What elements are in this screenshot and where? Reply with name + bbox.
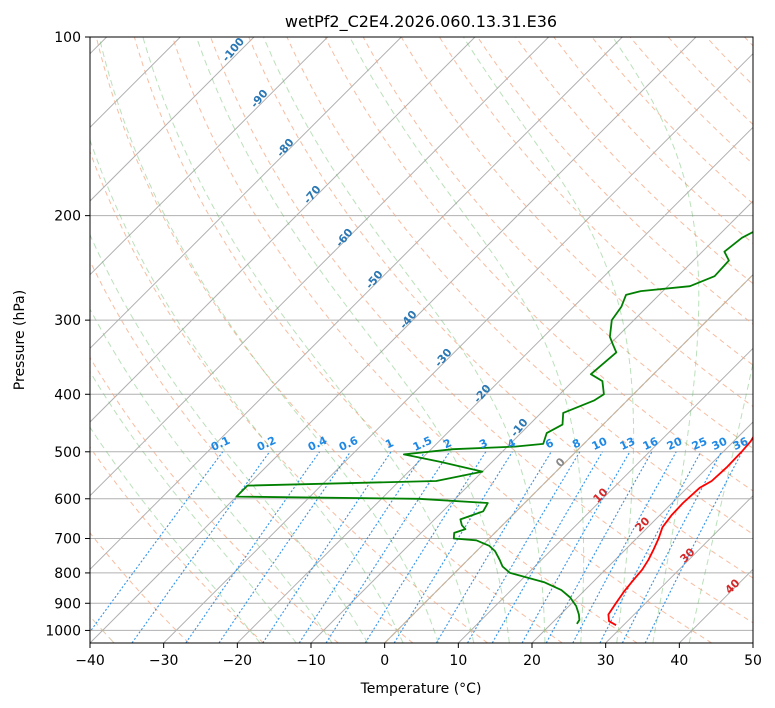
x-tick-label: −20 [223, 653, 253, 669]
moist-adiabat [195, 37, 510, 643]
x-tick-label: 0 [380, 653, 389, 669]
moist-adiabat [263, 37, 546, 643]
dry-adiabat [248, 37, 753, 579]
y-tick-label: 600 [54, 492, 81, 508]
mixing-ratio-label: 20 [665, 435, 685, 453]
dry-adiabat [90, 532, 190, 643]
dry-adiabat [133, 37, 638, 643]
dry-adiabat [286, 37, 753, 535]
isotherm-gridline [90, 37, 329, 276]
x-tick-label: −30 [149, 653, 179, 669]
mixing-ratio-label: 25 [690, 435, 709, 453]
mixing-ratio-line [185, 451, 321, 643]
dry-adiabat [400, 37, 753, 408]
mixing-ratio-line [90, 451, 224, 633]
mixing-ratio-line [364, 451, 487, 643]
dry-adiabat [210, 37, 753, 624]
y-tick-label: 300 [54, 313, 81, 329]
y-tick-label: 800 [54, 566, 81, 582]
moist-adiabat [462, 37, 635, 643]
isotherm-gridline [457, 347, 753, 643]
mixing-ratio-label: 10 [590, 435, 610, 453]
isotherm-gridline [90, 37, 697, 643]
x-axis-label: Temperature (°C) [360, 681, 482, 697]
dry-adiabat [324, 37, 753, 492]
x-tick-label: 40 [670, 653, 688, 669]
y-tick-label: 200 [54, 209, 81, 225]
moist-adiabat [688, 360, 753, 643]
dry-adiabat [90, 260, 414, 643]
dry-adiabat [362, 37, 753, 450]
moist-adiabat [90, 308, 333, 643]
mixing-ratio-label: 16 [641, 435, 661, 453]
mixing-ratio-line [521, 451, 631, 643]
mixing-ratio-line [325, 451, 451, 643]
y-tick-label: 700 [54, 532, 81, 548]
mixing-ratio-line [435, 451, 552, 643]
moist-adiabat [349, 37, 585, 643]
mixing-ratio-label: 13 [618, 435, 637, 453]
isotherm-gridline [163, 52, 753, 643]
y-tick-label: 900 [54, 596, 81, 612]
plot-area [90, 37, 753, 643]
isotherm-gridline [90, 37, 476, 423]
dry-adiabat [95, 37, 563, 643]
y-tick-label: 100 [54, 30, 81, 46]
isotherm-gridline [90, 37, 402, 350]
y-tick-label: 1000 [45, 623, 81, 639]
moist-adiabat [142, 37, 475, 643]
isotherm-gridline [90, 37, 623, 571]
mixing-ratio-line [393, 451, 513, 643]
mixing-ratio-line [491, 451, 603, 643]
mixing-ratio-line [545, 451, 653, 643]
dry-adiabat [438, 37, 753, 366]
dewpoint-trace [235, 230, 753, 625]
moist-adiabat [90, 426, 261, 643]
moist-adiabat [612, 37, 700, 643]
x-tick-label: 50 [744, 653, 762, 669]
isotherm-gridline [90, 37, 255, 202]
plot-frame [89, 36, 754, 644]
mixing-ratio-line [131, 451, 271, 643]
isotherm-gridline [531, 421, 753, 643]
isotherm-gridline [90, 37, 550, 497]
isotherm-gridline [605, 494, 753, 643]
x-tick-label: 20 [523, 653, 541, 669]
dry-adiabat [90, 356, 339, 643]
isotherm-gridline [236, 126, 753, 643]
mixing-ratio-line [467, 451, 581, 643]
mixing-ratio-line [572, 451, 677, 643]
moist-adiabat [90, 370, 297, 643]
moist-adiabat [98, 37, 439, 643]
y-axis-label: Pressure (hPa) [12, 290, 28, 390]
y-tick-label: 500 [54, 445, 81, 461]
moist-adiabat [90, 233, 369, 643]
freezing-isotherm [384, 273, 753, 643]
mixing-ratio-label: 30 [710, 435, 730, 453]
mixing-ratio-line [298, 451, 426, 643]
chart-title: wetPf2_C2E4.2026.060.13.31.E36 [285, 12, 557, 32]
y-tick-label: 400 [54, 387, 81, 403]
moist-adiabat [90, 138, 404, 643]
mixing-ratio-label: 36 [731, 435, 751, 453]
temperature-trace [607, 435, 753, 626]
x-tick-label: −10 [296, 653, 326, 669]
x-tick-label: 10 [449, 653, 467, 669]
x-tick-label: 30 [597, 653, 615, 669]
x-tick-label: −40 [75, 653, 105, 669]
